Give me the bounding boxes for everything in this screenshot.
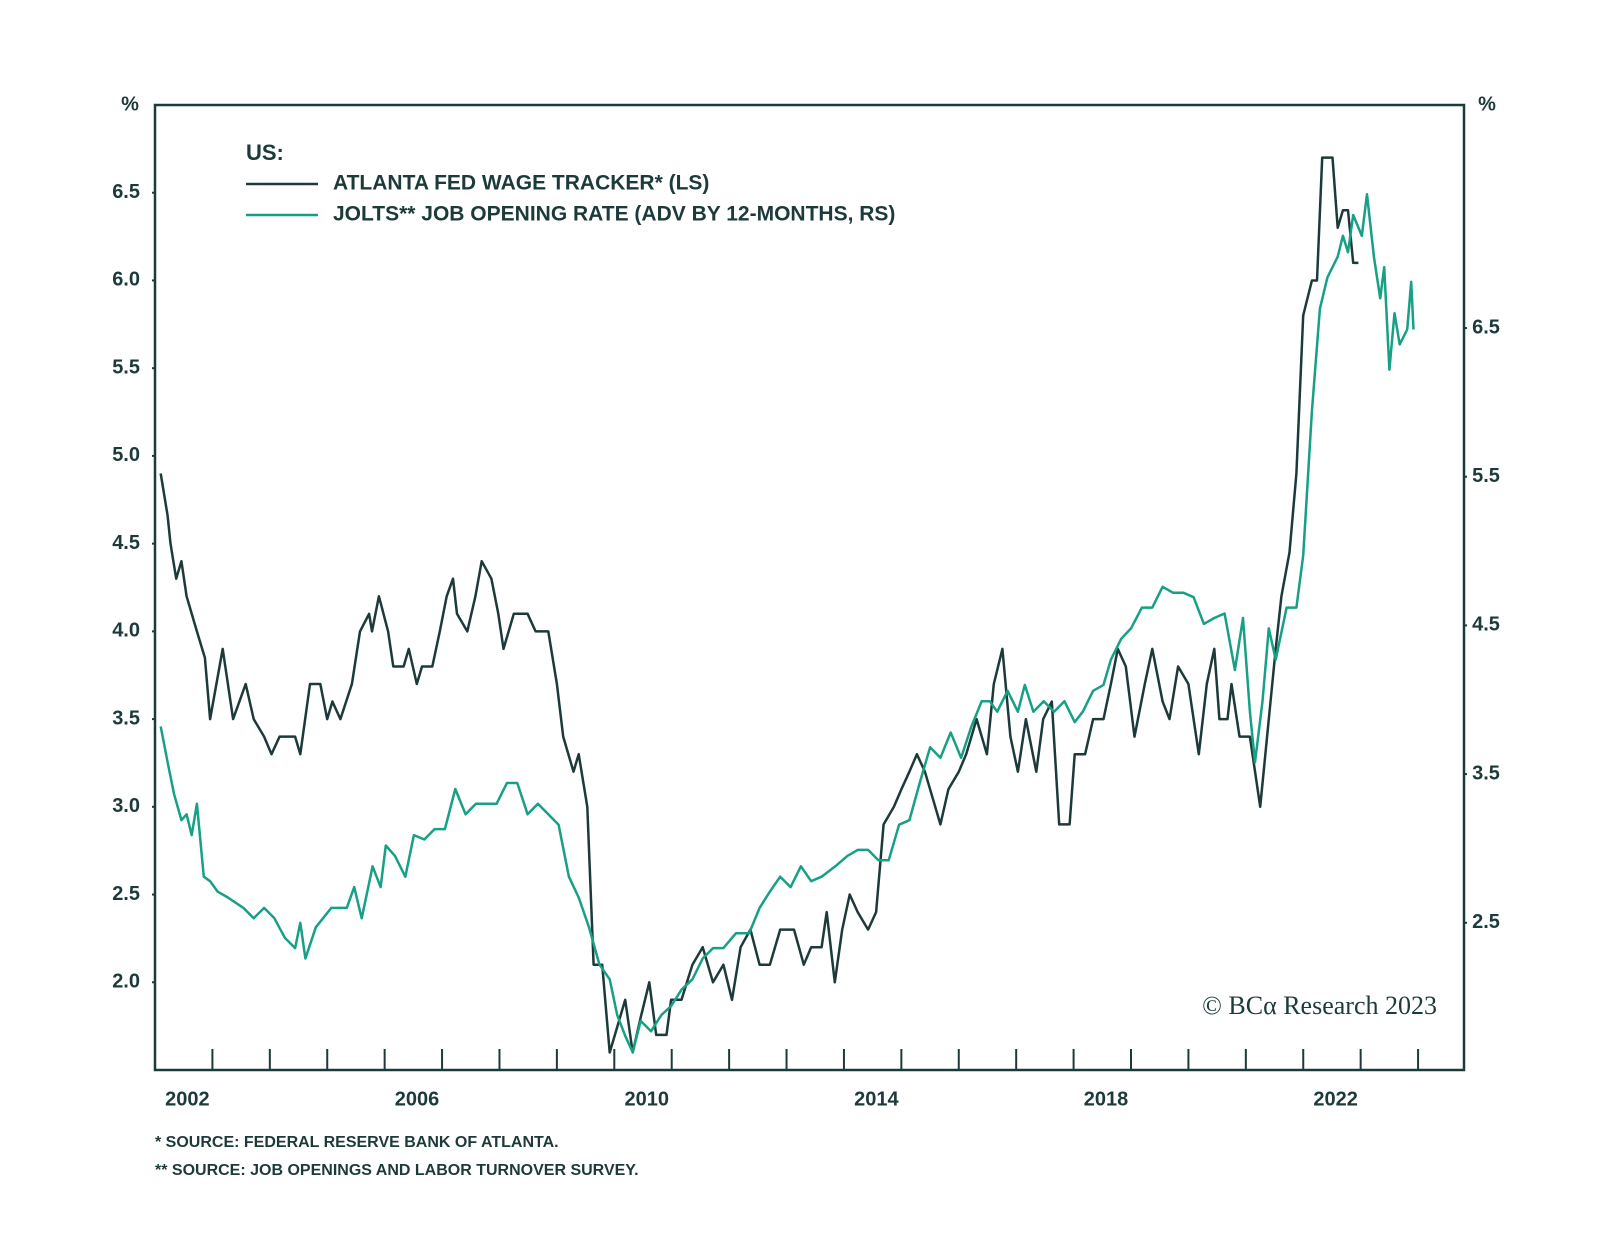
series-line: [159, 192, 1415, 1054]
x-tick-label: 2006: [395, 1088, 440, 1110]
y2-tick-label: 2.5: [1472, 911, 1500, 933]
y2-tick-label: 4.5: [1472, 614, 1500, 636]
y2-tick-label: 6.5: [1472, 316, 1500, 338]
y-tick-label: 4.0: [112, 620, 140, 642]
y-tick-label: 6.5: [112, 181, 140, 203]
series-line: [159, 156, 1359, 1054]
legend-label: ATLANTA FED WAGE TRACKER* (LS): [333, 172, 709, 195]
y-tick-label: 6.0: [112, 269, 140, 291]
y2-axis-unit: %: [1478, 93, 1496, 115]
x-tick-label: 2018: [1084, 1088, 1129, 1110]
y-tick-label: 4.5: [112, 532, 140, 554]
y-tick-label: 2.5: [112, 883, 140, 905]
plot-frame: [153, 103, 1466, 1072]
y-tick-label: 5.0: [112, 444, 140, 466]
x-tick-label: 2002: [165, 1088, 210, 1110]
legend-title: US:: [246, 140, 284, 165]
legend-label: JOLTS** JOB OPENING RATE (ADV BY 12-MONT…: [333, 203, 895, 226]
x-tick-label: 2010: [624, 1088, 669, 1110]
footnote: ** SOURCE: JOB OPENINGS AND LABOR TURNOV…: [155, 1162, 639, 1179]
y-tick-label: 2.0: [112, 971, 140, 993]
x-tick-label: 2022: [1313, 1088, 1358, 1110]
footnote: * SOURCE: FEDERAL RESERVE BANK OF ATLANT…: [155, 1134, 559, 1151]
y2-tick-label: 3.5: [1472, 762, 1500, 784]
copyright: © BCα Research 2023: [1202, 991, 1437, 1020]
x-tick-label: 2014: [854, 1088, 899, 1110]
y-tick-label: 3.0: [112, 795, 140, 817]
y-tick-label: 3.5: [112, 707, 140, 729]
y-tick-label: 5.5: [112, 356, 140, 378]
y-axis-unit: %: [121, 93, 139, 115]
y2-tick-label: 5.5: [1472, 465, 1500, 487]
